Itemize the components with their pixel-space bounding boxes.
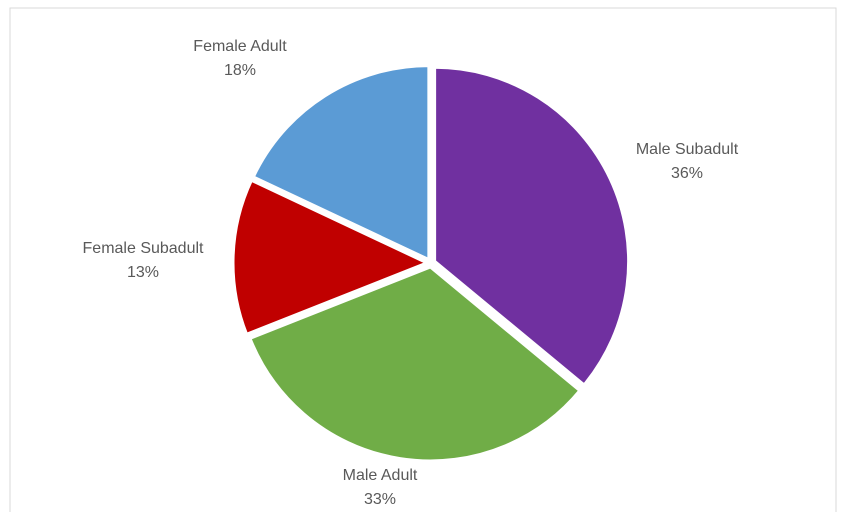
slice-label: Male Subadult bbox=[636, 141, 739, 158]
slice-value-label: 33% bbox=[364, 491, 396, 508]
slice-value-label: 36% bbox=[671, 165, 703, 182]
pie-slice bbox=[433, 65, 631, 388]
pie-slice bbox=[251, 64, 431, 262]
slice-value-label: 18% bbox=[224, 62, 256, 79]
slice-label: Female Subadult bbox=[83, 240, 205, 257]
pie-slice bbox=[231, 178, 431, 337]
slice-label: Male Adult bbox=[343, 467, 418, 484]
slice-value-label: 13% bbox=[127, 264, 159, 281]
slice-label: Female Adult bbox=[193, 38, 287, 55]
pie-slice bbox=[248, 265, 582, 463]
